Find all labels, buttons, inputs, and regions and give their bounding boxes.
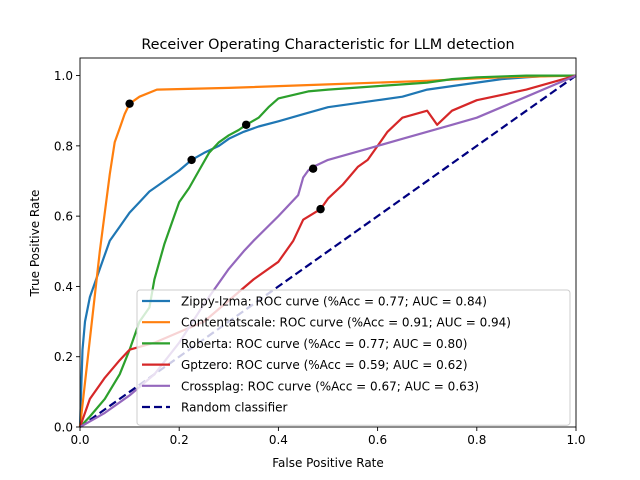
y-tick-label: 0.4 <box>54 280 73 294</box>
legend-label: Gptzero: ROC curve (%Acc = 0.59; AUC = 0… <box>181 358 468 372</box>
marker-contentatscale <box>125 99 134 108</box>
y-tick-label: 0.0 <box>54 421 73 435</box>
legend-label: Roberta: ROC curve (%Acc = 0.77; AUC = 0… <box>181 337 467 351</box>
axes: 0.0 0.2 0.4 0.6 0.8 1.0 0.0 0.2 0.4 0.6 0.8 1.0 <box>54 57 586 447</box>
legend-label: Crossplag: ROC curve (%Acc = 0.67; AUC =… <box>181 379 479 393</box>
marker-gptzero <box>316 204 325 214</box>
y-tick-label: 1.0 <box>54 69 73 83</box>
x-tick-label: 0.2 <box>170 433 189 447</box>
x-axis-label: False Positive Rate <box>272 456 384 470</box>
x-tick-label: 0.4 <box>269 433 288 447</box>
legend-box <box>136 289 571 426</box>
y-tick-label: 0.8 <box>54 139 73 153</box>
x-tick-label: 1.0 <box>566 433 585 447</box>
marker-zippy-lzma <box>187 155 196 165</box>
y-tick-label: 0.2 <box>54 350 73 364</box>
y-axis-label: True Positive Rate <box>28 190 42 298</box>
axes-frame <box>79 57 577 428</box>
marker-roberta <box>241 120 251 129</box>
legend-label: Random classifier <box>181 401 288 415</box>
x-tick-label: 0.6 <box>368 433 387 447</box>
chart-title: Receiver Operating Characteristic for LL… <box>141 37 514 53</box>
legend-label: Contentatscale: ROC curve (%Acc = 0.91; … <box>181 316 511 330</box>
legend: Zippy-lzma: ROC curve (%Acc = 0.77; AUC … <box>136 289 571 426</box>
x-tick-label: 0.8 <box>467 433 486 447</box>
x-tick-label: 0.0 <box>70 433 89 447</box>
y-tick-label: 0.6 <box>54 210 73 224</box>
marker-crossplag <box>308 164 318 173</box>
legend-label: Zippy-lzma: ROC curve (%Acc = 0.77; AUC … <box>181 295 487 309</box>
